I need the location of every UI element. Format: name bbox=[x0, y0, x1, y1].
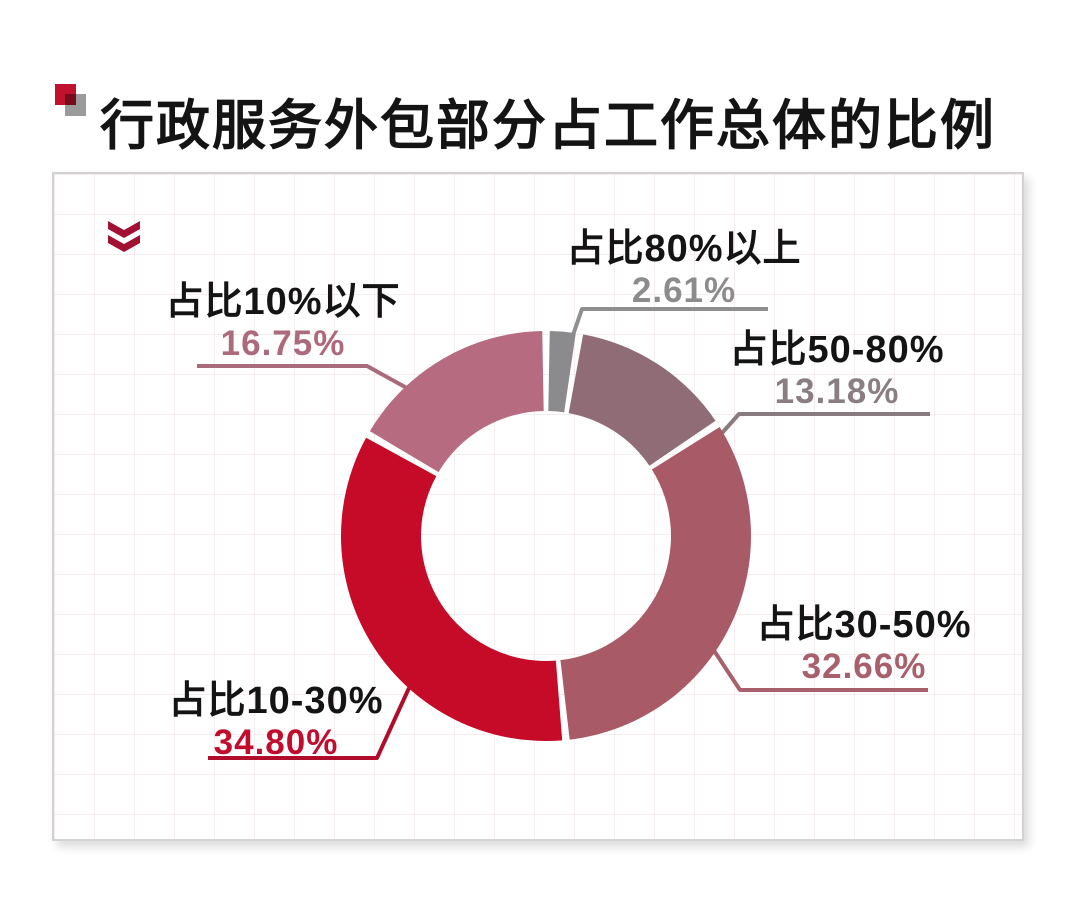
slice-value: 2.61% bbox=[631, 270, 737, 310]
slice-name: 占比30-50% bbox=[756, 604, 972, 646]
slice-label-10-30: 占比10-30% 34.80% bbox=[168, 680, 384, 762]
slice-name: 占比50-80% bbox=[729, 329, 945, 371]
title-bullet-icon bbox=[55, 84, 87, 116]
slice-name: 占比80%以上 bbox=[566, 228, 802, 270]
page-title: 行政服务外包部分占工作总体的比例 bbox=[100, 96, 996, 157]
slice-label-80plus: 占比80%以上 2.61% bbox=[566, 228, 802, 310]
bullet-red-square bbox=[55, 84, 76, 105]
slice-name: 占比10-30% bbox=[168, 680, 384, 722]
slice-name: 占比10%以下 bbox=[165, 281, 401, 323]
slice-value: 16.75% bbox=[220, 323, 346, 363]
slice-label-50-80: 占比50-80% 13.18% bbox=[729, 329, 945, 411]
title-section: 行政服务外包部分占工作总体的比例 bbox=[0, 0, 1080, 160]
slice-value: 34.80% bbox=[213, 722, 339, 762]
slice-label-30-50: 占比30-50% 32.66% bbox=[756, 604, 972, 686]
slice-value: 13.18% bbox=[774, 371, 900, 411]
slice-value: 32.66% bbox=[801, 646, 927, 686]
double-chevron-down-icon bbox=[106, 220, 142, 254]
slice-label-under10: 占比10%以下 16.75% bbox=[165, 281, 401, 363]
